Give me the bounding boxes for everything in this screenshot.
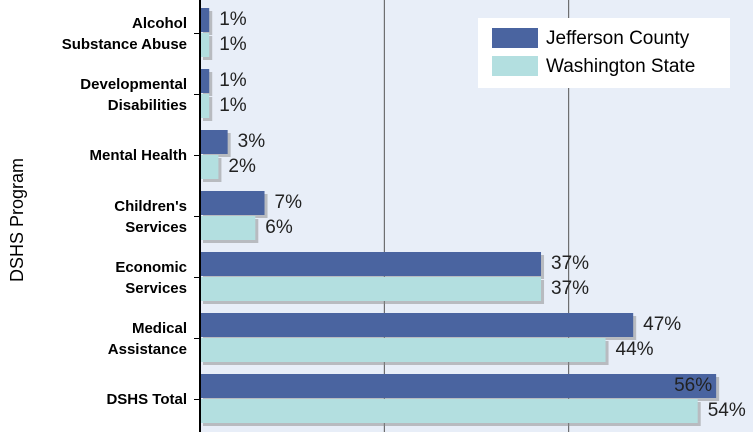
value-label: 7%: [275, 192, 303, 213]
y-axis-title: DSHS Program: [7, 158, 27, 282]
value-label: 1%: [219, 34, 247, 55]
legend-swatch: [492, 28, 538, 48]
value-label: 56%: [674, 375, 712, 396]
y-tick-label: Alcohol Substance Abuse: [61, 14, 187, 53]
value-label: 1%: [219, 95, 247, 116]
legend-label: Jefferson County: [546, 28, 690, 49]
value-label: 6%: [265, 217, 293, 238]
y-tick-label: DSHS Total: [106, 391, 187, 408]
value-label: 3%: [238, 131, 266, 152]
value-label: 54%: [708, 400, 746, 421]
legend: Jefferson County Washington State: [478, 18, 730, 88]
y-tick-label: Medical Assistance: [107, 319, 187, 358]
legend-label: Washington State: [546, 56, 695, 77]
bar: [200, 94, 210, 118]
bar: [200, 155, 219, 179]
value-label: 44%: [616, 339, 654, 360]
bar: [200, 33, 210, 57]
bar: [200, 338, 606, 362]
legend-swatch: [492, 56, 538, 76]
value-label: 37%: [551, 278, 589, 299]
bar: [200, 277, 542, 301]
value-label: 47%: [643, 314, 681, 335]
bar: [200, 374, 717, 398]
bar: [200, 313, 634, 337]
bar: [200, 252, 542, 276]
bar: [200, 130, 228, 154]
y-tick-label: Developmental Disabilities: [80, 75, 187, 114]
value-label: 2%: [228, 156, 256, 177]
value-label: 1%: [219, 9, 247, 30]
y-tick-label: Children's Services: [114, 197, 187, 236]
bar: [200, 216, 256, 240]
value-label: 37%: [551, 253, 589, 274]
bar: [200, 191, 265, 215]
y-tick-label: Mental Health: [89, 147, 187, 164]
bar: [200, 69, 210, 93]
bar: [200, 399, 698, 423]
y-tick-label: Economic Services: [115, 258, 187, 297]
bar: [200, 8, 210, 32]
value-label: 1%: [219, 70, 247, 91]
